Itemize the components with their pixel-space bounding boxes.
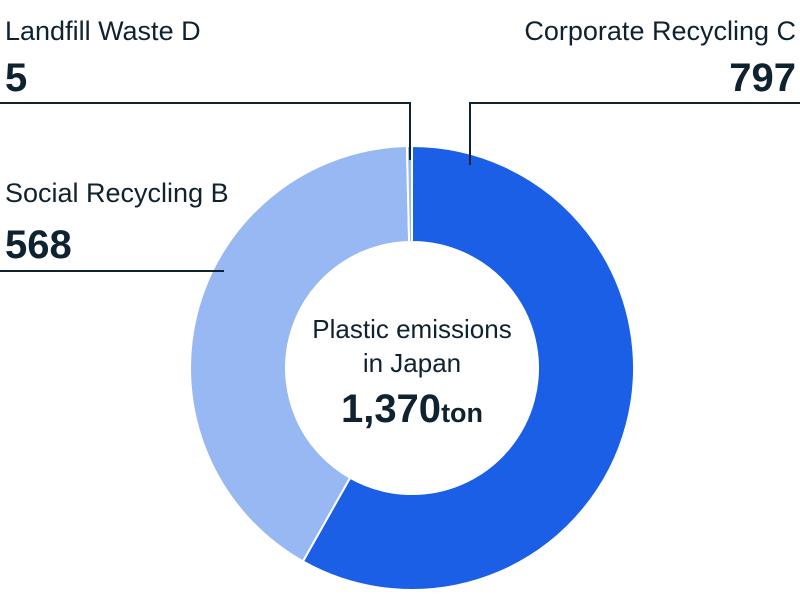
center-title-line2: in Japan: [363, 348, 461, 378]
center-total: 1,370ton: [341, 387, 483, 431]
slice-label-social: Social Recycling B: [5, 178, 229, 208]
slice-value-corporate: 797: [729, 56, 796, 100]
donut-slices: [189, 144, 635, 591]
slice-value-landfill: 5: [5, 56, 27, 100]
center-total-value: 1,370: [341, 387, 441, 431]
center-title-line1: Plastic emissions: [312, 314, 511, 344]
slice-value-social: 568: [5, 223, 72, 267]
slice-social-recycling: [189, 145, 411, 563]
center-total-unit: ton: [441, 398, 483, 428]
slice-landfill-waste: [405, 144, 413, 244]
slice-label-corporate: Corporate Recycling C: [524, 16, 796, 46]
slice-corporate-recycling: [301, 144, 635, 591]
leader-line-landfill: [0, 102, 411, 160]
leader-line-corporate: [469, 102, 800, 165]
slice-label-landfill: Landfill Waste D: [5, 16, 201, 46]
